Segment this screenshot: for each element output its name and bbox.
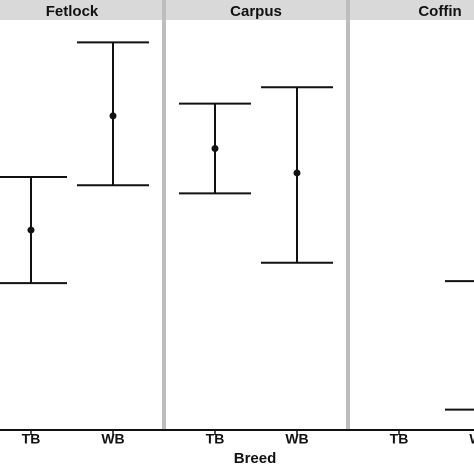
facet-title: Coffin <box>418 3 461 20</box>
facet-title: Fetlock <box>46 3 99 20</box>
mean-point <box>27 226 35 234</box>
strip-bg <box>0 0 162 20</box>
mean-point <box>293 169 301 177</box>
x-tick-label: WB <box>469 431 474 447</box>
strip-bg <box>166 0 346 20</box>
strip-bg <box>350 0 474 20</box>
mean-point <box>109 112 117 120</box>
panel-gap <box>162 0 166 430</box>
mean-point <box>211 144 219 152</box>
x-axis-title: Breed <box>234 450 277 467</box>
x-tick-label: WB <box>101 431 124 447</box>
x-tick-label: TB <box>206 431 225 447</box>
x-tick-label: TB <box>22 431 41 447</box>
panel-gap <box>346 0 350 430</box>
x-tick-label: WB <box>285 431 308 447</box>
x-tick-label: TB <box>390 431 409 447</box>
facet-title: Carpus <box>230 3 282 20</box>
